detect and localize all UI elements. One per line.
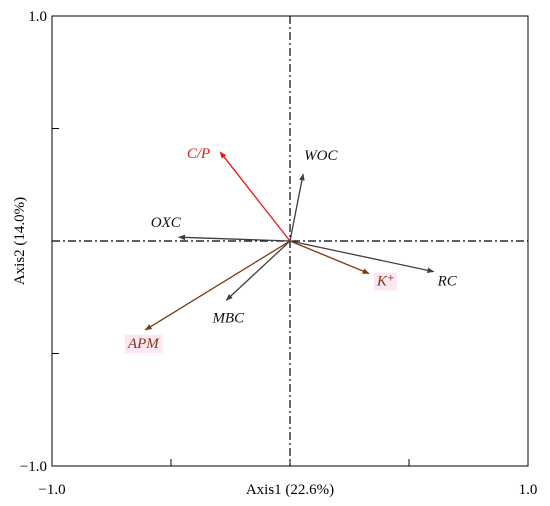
vector-arrow-c-p [219, 151, 291, 242]
y-axis-label: Axis2 (14.0%) [12, 197, 28, 285]
x-axis-label: Axis1 (22.6%) [246, 482, 334, 498]
vector-arrow-woc [289, 173, 305, 242]
vector-label-woc: WOC [304, 148, 338, 164]
vector-label-c-p: C/P [187, 146, 210, 162]
vector-label-apm: APM [127, 336, 160, 352]
vector-arrow-rc [289, 240, 435, 274]
vector-label-rc: RC [437, 274, 458, 290]
x-tick-label-left: −1.0 [38, 482, 65, 498]
vector-arrow-apm [144, 240, 291, 331]
vector-arrow-k [289, 240, 370, 275]
vector-label-highlight [373, 272, 397, 291]
vector-group: C/P WOC OXC RC K⁺ MBC APM [124, 146, 458, 353]
y-tick-label-bottom: −1.0 [20, 459, 47, 475]
y-tick-label-top: 1.0 [28, 9, 47, 25]
y-axis-ticks [52, 15, 59, 467]
vector-label-k: K⁺ [376, 274, 395, 290]
vector-arrow-mbc [225, 240, 291, 301]
vector-arrow-oxc [178, 234, 291, 242]
vector-label-mbc: MBC [211, 310, 245, 326]
x-tick-label-right: 1.0 [519, 482, 538, 498]
x-axis-ticks [51, 459, 529, 466]
vector-label-oxc: OXC [151, 215, 182, 231]
vector-label-highlight [124, 334, 163, 353]
